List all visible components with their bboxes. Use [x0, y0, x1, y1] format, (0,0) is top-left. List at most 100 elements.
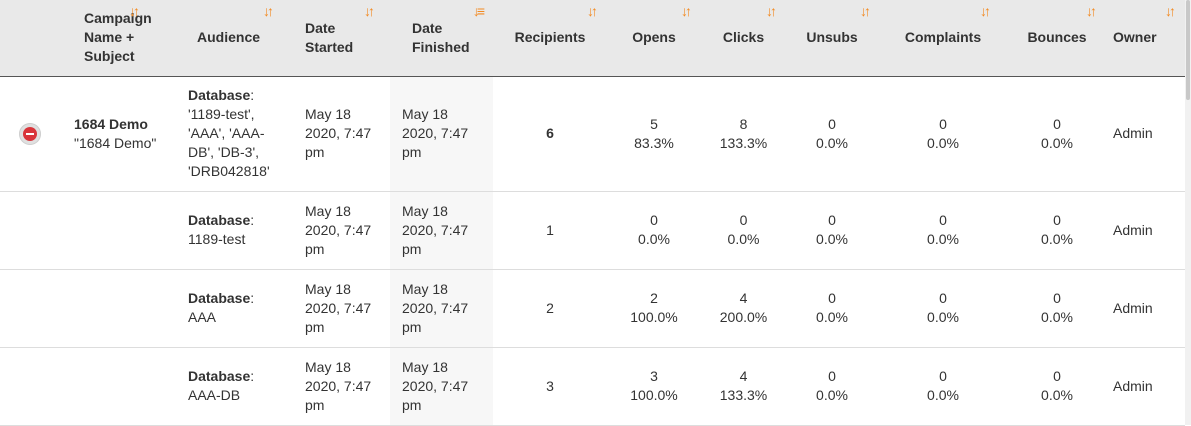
sort-arrows-icon[interactable]: ↓↑	[980, 3, 991, 19]
owner-name: Admin	[1113, 221, 1153, 238]
clicks-count: 4	[739, 368, 748, 384]
opens-count: 0	[650, 212, 658, 228]
unsubs-percent: 0.0%	[816, 231, 848, 247]
unsubs-count: 0	[828, 212, 836, 228]
table-header-row: Campaign Name + Subject ↓↑ Audience ↓↑ D…	[0, 0, 1185, 77]
header-date-started[interactable]: Date Started ↓↑	[293, 0, 390, 77]
owner-cell: Admin	[1106, 191, 1185, 269]
campaign-subject: "1684 Demo"	[74, 134, 157, 151]
campaign-name[interactable]: 1684 Demo	[74, 115, 148, 132]
audience-colon: :	[250, 290, 255, 306]
header-label: Clicks	[722, 29, 765, 46]
complaints-percent: 0.0%	[927, 134, 959, 151]
sort-arrows-icon[interactable]: ↓↑	[681, 3, 692, 19]
sort-arrows-icon[interactable]: ↓↑	[587, 3, 598, 19]
bounces-count: 0	[1053, 290, 1061, 306]
header-complaints[interactable]: Complaints ↓↑	[878, 0, 1008, 77]
sort-desc-icon[interactable]: ↓≡	[472, 3, 485, 19]
header-unsubs[interactable]: Unsubs ↓↑	[786, 0, 878, 77]
campaign-cell	[70, 269, 185, 347]
owner-name: Admin	[1113, 125, 1153, 141]
unsubs-cell: 0 0.0%	[786, 269, 878, 347]
header-label: Opens	[632, 29, 676, 46]
sort-arrows-icon[interactable]: ↓↑	[766, 3, 777, 19]
clicks-cell: 0 0.0%	[701, 191, 786, 269]
audience-value: '1189-test', 'AAA', 'AAA-DB', 'DB-3', 'D…	[188, 106, 270, 179]
date-finished: May 18 2020, 7:47 pm	[402, 106, 469, 160]
clicks-percent: 133.3%	[719, 134, 768, 151]
unsubs-percent: 0.0%	[816, 309, 848, 325]
opens-percent: 83.3%	[634, 134, 674, 151]
vertical-scrollbar[interactable]	[1185, 0, 1191, 425]
date-started: May 18 2020, 7:47 pm	[305, 202, 372, 257]
clicks-count: 4	[739, 290, 748, 306]
remove-icon	[23, 126, 37, 141]
audience-value: AAA-DB	[188, 387, 241, 403]
complaints-cell: 0 0.0%	[878, 347, 1008, 425]
header-label: Complaints	[904, 29, 982, 46]
opens-percent: 0.0%	[638, 231, 670, 247]
unsubs-count: 0	[828, 368, 836, 384]
date-finished-cell: May 18 2020, 7:47 pm	[390, 269, 493, 347]
unsubs-cell: 0 0.0%	[786, 191, 878, 269]
date-finished: May 18 2020, 7:47 pm	[402, 280, 469, 335]
opens-count: 2	[650, 290, 658, 306]
clicks-cell: 4 200.0%	[701, 269, 786, 347]
header-bounces[interactable]: Bounces ↓↑	[1008, 0, 1106, 77]
header-label: Campaign Name + Subject	[84, 10, 152, 65]
sort-arrows-icon[interactable]: ↓↑	[364, 3, 375, 19]
header-audience[interactable]: Audience ↓↑	[185, 0, 293, 77]
opens-count: 3	[650, 368, 658, 384]
opens-count: 5	[650, 115, 658, 132]
table-row: 1684 Demo "1684 Demo" Database: '1189-te…	[0, 76, 1185, 191]
clicks-cell: 8 133.3%	[701, 76, 786, 191]
clicks-cell: 4 133.3%	[701, 347, 786, 425]
header-clicks[interactable]: Clicks ↓↑	[701, 0, 786, 77]
clicks-percent: 200.0%	[719, 309, 768, 325]
recipients-count: 1	[546, 221, 554, 238]
header-label: Owner	[1113, 29, 1157, 46]
clicks-count: 0	[739, 212, 748, 228]
complaints-cell: 0 0.0%	[878, 191, 1008, 269]
complaints-percent: 0.0%	[927, 309, 959, 325]
clicks-percent: 133.3%	[719, 387, 768, 403]
date-started: May 18 2020, 7:47 pm	[305, 358, 372, 413]
date-finished: May 18 2020, 7:47 pm	[402, 358, 469, 413]
header-label: Recipients	[514, 29, 586, 46]
remove-campaign-button[interactable]	[19, 122, 41, 145]
sort-arrows-icon[interactable]: ↓↑	[860, 3, 871, 19]
header-label: Bounces	[1027, 29, 1087, 46]
owner-name: Admin	[1113, 377, 1153, 394]
date-finished: May 18 2020, 7:47 pm	[402, 202, 469, 257]
header-owner[interactable]: Owner ↓↑	[1106, 0, 1185, 77]
sort-arrows-icon[interactable]: ↓↑	[129, 3, 140, 19]
header-campaign[interactable]: Campaign Name + Subject ↓↑	[70, 0, 185, 77]
recipients-count: 6	[546, 125, 554, 141]
opens-cell: 0 0.0%	[607, 191, 701, 269]
header-recipients[interactable]: Recipients ↓↑	[493, 0, 607, 77]
recipients-cell: 1	[493, 191, 607, 269]
audience-value: AAA	[188, 309, 217, 325]
header-opens[interactable]: Opens ↓↑	[607, 0, 701, 77]
recipients-count: 3	[546, 377, 554, 394]
header-date-finished[interactable]: Date Finished ↓≡	[390, 0, 493, 77]
date-started: May 18 2020, 7:47 pm	[305, 106, 372, 160]
sort-arrows-icon[interactable]: ↓↑	[1086, 3, 1097, 19]
sort-arrows-icon[interactable]: ↓↑	[1165, 3, 1176, 19]
table-row: Database: AAA May 18 2020, 7:47 pm May 1…	[0, 269, 1185, 347]
audience-type-label: Database	[188, 290, 251, 306]
scrollbar-thumb[interactable]	[1186, 0, 1190, 100]
recipients-cell: 6	[493, 76, 607, 191]
bounces-cell: 0 0.0%	[1008, 347, 1106, 425]
header-action	[0, 0, 70, 77]
campaign-cell	[70, 191, 185, 269]
complaints-percent: 0.0%	[927, 231, 959, 247]
opens-cell: 3 100.0%	[607, 347, 701, 425]
header-label: Date Finished	[412, 19, 470, 55]
sort-arrows-icon[interactable]: ↓↑	[263, 3, 274, 19]
date-started-cell: May 18 2020, 7:47 pm	[293, 347, 390, 425]
row-action-cell	[0, 269, 70, 347]
bounces-percent: 0.0%	[1041, 309, 1073, 325]
audience-type-label: Database	[188, 368, 251, 384]
